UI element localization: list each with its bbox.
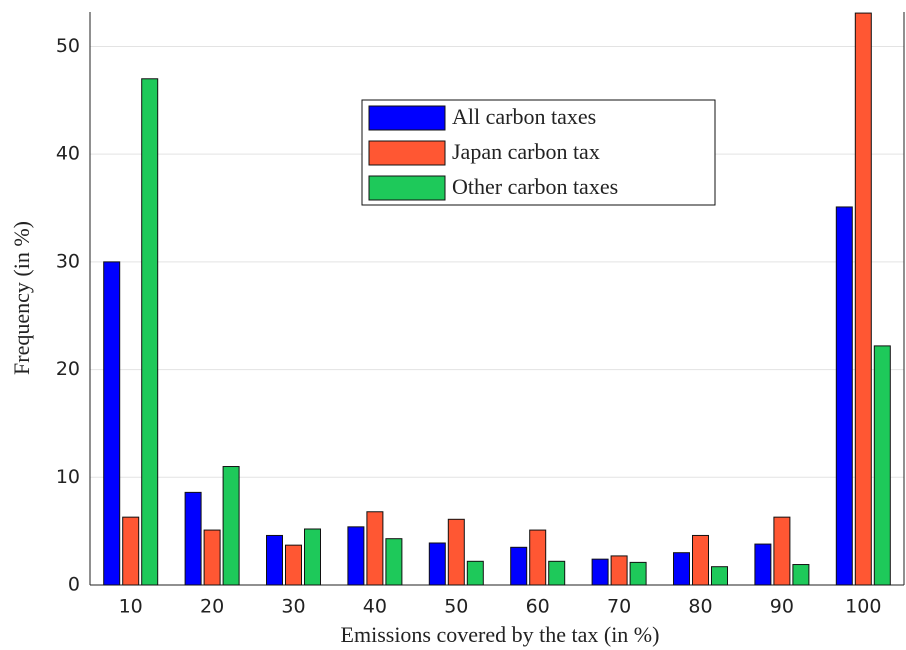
x-tick-label: 50 (444, 596, 468, 618)
legend-swatch (368, 105, 446, 131)
bar (428, 542, 446, 586)
legend-label: Other carbon taxes (452, 174, 618, 199)
x-tick-label: 40 (363, 596, 387, 618)
x-tick-label: 20 (200, 596, 224, 618)
x-tick-label: 80 (688, 596, 712, 618)
bar (285, 544, 302, 586)
legend-swatch (368, 140, 446, 166)
x-tick-label: 90 (770, 596, 794, 618)
y-axis-label: Frequency (in %) (9, 221, 34, 375)
bar (304, 528, 321, 586)
bar (854, 12, 872, 586)
bar (754, 543, 772, 586)
legend-label: Japan carbon tax (452, 139, 600, 164)
y-tick-label: 30 (56, 250, 80, 272)
bar (692, 534, 709, 586)
bar (347, 526, 365, 586)
bar (366, 511, 384, 586)
bar (591, 558, 609, 586)
x-tick-label: 30 (281, 596, 305, 618)
bar (266, 534, 283, 586)
bar (103, 261, 121, 586)
bar (510, 546, 528, 586)
bar (673, 552, 690, 586)
bar (773, 516, 791, 586)
bar (835, 206, 853, 586)
y-tick-label: 50 (56, 35, 80, 57)
legend-swatch (368, 175, 446, 201)
bar (203, 529, 221, 586)
x-tick-label: 10 (119, 596, 143, 618)
bar (222, 466, 240, 586)
x-axis-label: Emissions covered by the tax (in %) (341, 622, 660, 647)
bar (141, 78, 159, 586)
legend-label: All carbon taxes (452, 104, 596, 129)
bar (610, 555, 628, 586)
x-tick-label: 70 (607, 596, 631, 618)
x-tick-label: 60 (526, 596, 550, 618)
bar (711, 566, 728, 586)
x-tick-label: 100 (845, 596, 881, 618)
bar (466, 560, 484, 586)
bar (184, 491, 202, 586)
y-tick-label: 20 (56, 358, 80, 380)
bar (385, 538, 403, 586)
y-tick-label: 10 (56, 466, 80, 488)
bar (873, 345, 891, 586)
bar (548, 560, 566, 586)
y-tick-label: 0 (68, 574, 80, 596)
bar (122, 516, 140, 586)
bar (529, 529, 547, 586)
bar (792, 564, 810, 586)
bar (447, 518, 465, 586)
y-tick-label: 40 (56, 143, 80, 165)
bar (629, 561, 647, 586)
